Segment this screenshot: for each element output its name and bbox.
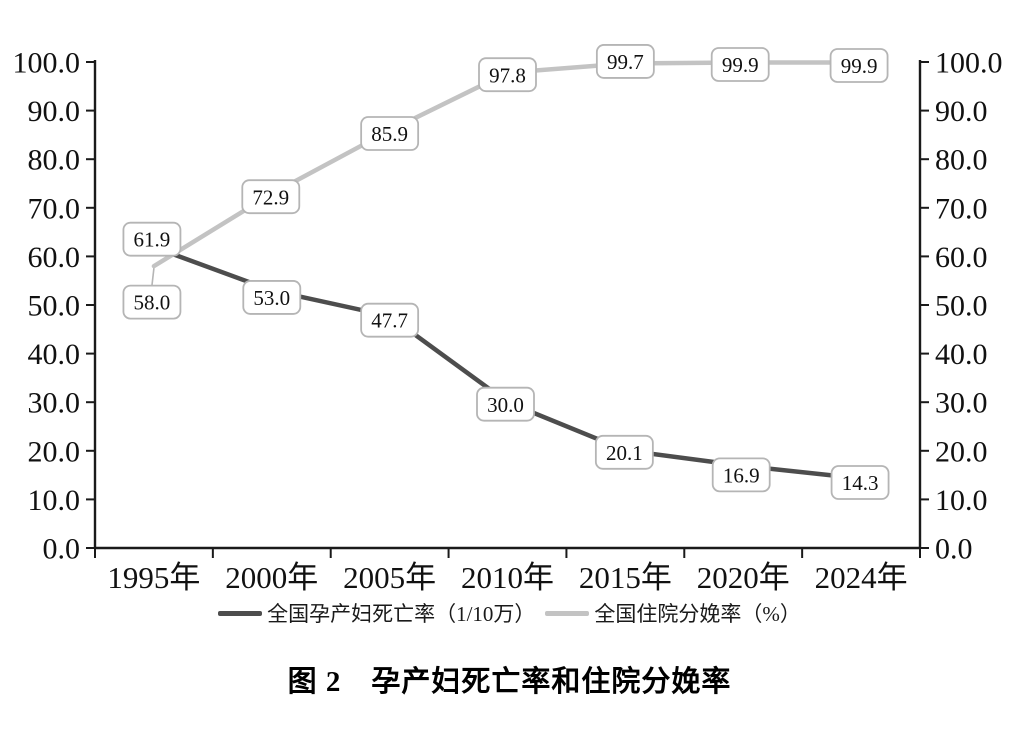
y-tick-label-right: 90.0 — [935, 95, 988, 128]
data-label-text: 99.7 — [607, 50, 644, 74]
data-label-text: 58.0 — [134, 291, 171, 315]
x-axis-label: 2000年 — [225, 560, 318, 595]
data-label-box — [241, 179, 301, 215]
y-tick-label-right: 30.0 — [935, 387, 988, 420]
series-line-delivery — [151, 60, 864, 269]
y-tick-label-right: 0.0 — [935, 533, 973, 566]
y-tick-label-left: 60.0 — [28, 241, 81, 274]
data-label-text: 99.9 — [841, 54, 878, 78]
data-label-box — [122, 284, 182, 320]
data-label-text: 30.0 — [487, 393, 524, 417]
y-tick-label-left: 80.0 — [28, 144, 81, 177]
data-label-box — [829, 48, 889, 83]
data-label-box — [595, 44, 655, 79]
line-chart: 0.0 0.0 10.0 10.0 20.0 20.0 30.0 30.0 40.0 40.0 50… — [13, 44, 1003, 595]
data-label-text: 97.8 — [489, 63, 526, 87]
y-tick-label-left: 100.0 — [13, 47, 81, 80]
y-tick-label-left: 30.0 — [28, 387, 81, 420]
data-label-box — [476, 386, 535, 422]
legend-item: 全国住院分娩率（%） — [545, 598, 801, 628]
leader-line — [151, 268, 155, 286]
data-label-text: 47.7 — [371, 309, 408, 333]
data-label-text: 99.9 — [722, 53, 759, 77]
y-tick-label-left: 40.0 — [28, 338, 81, 371]
data-label-box — [478, 57, 537, 93]
legend: 全国孕产妇死亡率（1/10万） 全国住院分娩率（%） — [0, 599, 1019, 627]
x-axis-label: 1995年 — [107, 560, 200, 595]
data-label-box — [360, 302, 420, 338]
y-tick-label-right: 40.0 — [935, 338, 988, 371]
y-tick-label-right: 10.0 — [935, 484, 988, 517]
legend-label: 全国住院分娩率（%） — [594, 602, 801, 626]
data-label-text: 14.3 — [842, 471, 879, 495]
data-label-text: 61.9 — [134, 228, 171, 252]
y-tick-label-right: 100.0 — [935, 47, 1003, 80]
y-tick-label-left: 90.0 — [28, 95, 81, 128]
data-label-box — [594, 434, 654, 470]
y-tick-label-right: 70.0 — [935, 192, 988, 225]
data-label-text: 53.0 — [253, 286, 290, 310]
data-label-box — [122, 221, 182, 257]
y-tick-label-right: 20.0 — [935, 435, 988, 468]
y-tick-label-right: 60.0 — [935, 241, 988, 274]
data-label-box — [710, 47, 770, 82]
data-label-text: 72.9 — [252, 185, 289, 209]
legend-label: 全国孕产妇死亡率（1/10万） — [267, 602, 536, 626]
figure-caption: 图 2 孕产妇死亡率和住院分娩率 — [287, 666, 732, 698]
y-tick-label-right: 50.0 — [935, 290, 988, 323]
legend-line-swatch — [218, 610, 263, 616]
x-axis-label: 2015年 — [579, 560, 672, 595]
x-axis-label: 2020年 — [697, 560, 790, 595]
y-tick-label-left: 50.0 — [28, 290, 81, 323]
y-tick-label-left: 70.0 — [28, 192, 81, 225]
legend-line-swatch — [545, 610, 590, 616]
legend-item: 全国孕产妇死亡率（1/10万） — [218, 598, 535, 628]
data-label-box — [830, 465, 890, 500]
x-axis-label: 2010年 — [461, 560, 554, 595]
x-axis-label: 2005年 — [343, 560, 436, 595]
x-axis-label: 2024年 — [815, 560, 908, 595]
y-tick-label-left: 10.0 — [28, 484, 81, 517]
data-label-text: 20.1 — [606, 441, 643, 465]
y-tick-label-left: 20.0 — [28, 435, 81, 468]
y-tick-label-right: 80.0 — [935, 144, 988, 177]
data-label-box — [711, 457, 771, 493]
data-label-text: 85.9 — [371, 122, 408, 146]
data-label-box — [242, 280, 302, 315]
data-label-box — [360, 116, 420, 151]
y-tick-label-left: 0.0 — [43, 533, 81, 566]
data-label-text: 16.9 — [723, 463, 760, 487]
